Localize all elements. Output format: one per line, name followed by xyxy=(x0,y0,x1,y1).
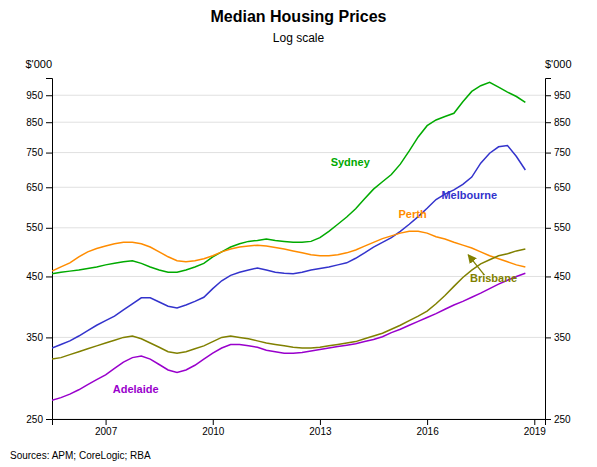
tick: 350 xyxy=(26,332,52,343)
tick-label: 2007 xyxy=(95,426,118,437)
arrow xyxy=(468,255,484,275)
line xyxy=(52,82,525,273)
axis-line xyxy=(546,79,552,420)
tick: 2007 xyxy=(95,419,118,437)
tick: 2013 xyxy=(309,419,332,437)
tick-mark xyxy=(545,153,551,154)
tick-label: 950 xyxy=(26,90,43,101)
tick: 850 xyxy=(545,117,571,128)
line xyxy=(52,231,525,271)
tick-mark xyxy=(320,419,321,425)
tick: 2019 xyxy=(524,419,547,437)
annotation: Melbourne xyxy=(441,189,497,201)
tick: 2016 xyxy=(416,419,439,437)
annotation: Adelaide xyxy=(113,383,159,395)
y-axis: 250 350 450 550 650 750 850 950 xyxy=(26,79,52,425)
subtitle: Log scale xyxy=(273,31,325,45)
line xyxy=(52,146,525,348)
y-axis-label: $'000 xyxy=(25,58,52,70)
tick-label: 250 xyxy=(26,414,43,425)
tick: 650 xyxy=(26,182,52,193)
annotations: Sydney Melbourne Perth Brisbane Adelaide xyxy=(113,156,517,395)
tick-mark xyxy=(545,337,551,338)
axis-line xyxy=(46,79,53,420)
tick: 450 xyxy=(545,271,571,282)
tick-label: 2010 xyxy=(202,426,225,437)
tick-label: 450 xyxy=(26,271,43,282)
tick-label: 350 xyxy=(26,332,43,343)
grid-line xyxy=(52,187,545,188)
tick-label: 250 xyxy=(554,414,571,425)
tick-mark xyxy=(46,337,52,338)
tick-mark xyxy=(46,228,52,229)
tick: 250 xyxy=(26,414,52,425)
tick-mark xyxy=(46,419,52,420)
tick-label: 450 xyxy=(554,271,571,282)
grid xyxy=(52,95,545,419)
plot: 2007 2010 2013 2016 2019 250 350 450 550 650 750 85… xyxy=(25,58,571,437)
grid-line xyxy=(52,227,545,228)
tick: 2010 xyxy=(202,419,225,437)
line xyxy=(52,273,525,400)
tick-mark xyxy=(46,122,52,123)
tick-label: 550 xyxy=(26,222,43,233)
tick-mark xyxy=(545,419,551,420)
tick-label: 550 xyxy=(554,222,571,233)
tick-label: 750 xyxy=(26,147,43,158)
tick-mark xyxy=(213,419,214,425)
y2-axis: 250 350 450 550 650 750 850 950 xyxy=(545,79,571,425)
axis-line xyxy=(53,420,546,426)
y2-axis-label: $'000 xyxy=(545,58,572,70)
tick: 950 xyxy=(545,90,571,101)
tick-label: 2013 xyxy=(309,426,332,437)
grid-line xyxy=(52,152,545,153)
tick: 650 xyxy=(545,182,571,193)
tick-label: 350 xyxy=(554,332,571,343)
tick-mark xyxy=(46,187,52,188)
tick-mark xyxy=(545,122,551,123)
tick-label: 850 xyxy=(26,117,43,128)
grid-line xyxy=(52,95,545,96)
annotation: Sydney xyxy=(331,156,371,168)
chart: Median Housing PricesLog scale2007201020… xyxy=(0,0,597,467)
tick: 550 xyxy=(545,222,571,233)
tick-label: 750 xyxy=(554,147,571,158)
tick: 250 xyxy=(545,414,571,425)
grid-line xyxy=(52,122,545,123)
tick-label: 2019 xyxy=(524,426,547,437)
source: Sources: APM; CoreLogic; RBA xyxy=(10,450,151,461)
annotation: Perth xyxy=(399,208,427,220)
tick: 750 xyxy=(545,147,571,158)
tick: 450 xyxy=(26,271,52,282)
tick-mark xyxy=(545,187,551,188)
tick: 550 xyxy=(26,222,52,233)
tick-mark xyxy=(534,419,535,425)
tick-label: 650 xyxy=(554,182,571,193)
x-axis: 2007 2010 2013 2016 2019 xyxy=(53,419,547,437)
tick: 950 xyxy=(26,90,52,101)
tick-mark xyxy=(545,95,551,96)
tick-label: 950 xyxy=(554,90,571,101)
annotation: Brisbane xyxy=(470,272,517,284)
tick-label: 850 xyxy=(554,117,571,128)
tick-mark xyxy=(427,419,428,425)
tick-mark xyxy=(545,228,551,229)
tick-label: 2016 xyxy=(416,426,439,437)
tick-mark xyxy=(106,419,107,425)
tick-mark xyxy=(46,95,52,96)
tick-mark xyxy=(545,276,551,277)
tick-mark xyxy=(46,276,52,277)
title: Median Housing Prices xyxy=(210,8,386,25)
tick: 850 xyxy=(26,117,52,128)
tick: 350 xyxy=(545,332,571,343)
tick-mark xyxy=(46,153,52,154)
tick: 750 xyxy=(26,147,52,158)
tick-label: 650 xyxy=(26,182,43,193)
lines xyxy=(52,82,525,400)
